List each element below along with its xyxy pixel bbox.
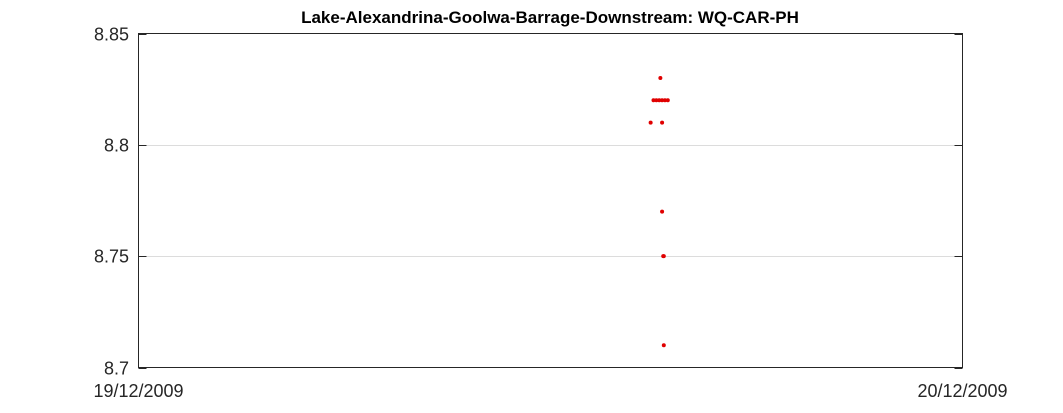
data-point <box>661 343 666 348</box>
data-point <box>648 120 653 125</box>
axis-ticks <box>138 34 963 369</box>
data-point <box>660 120 665 125</box>
grid-lines <box>138 145 963 257</box>
data-series <box>648 76 670 348</box>
chart-title: Lake-Alexandrina-Goolwa-Barrage-Downstre… <box>301 8 799 27</box>
data-point <box>665 98 670 103</box>
data-point <box>658 76 663 81</box>
data-point <box>660 98 665 103</box>
y-tick-label: 8.85 <box>94 25 129 45</box>
data-point <box>660 209 665 214</box>
data-point <box>651 98 656 103</box>
x-axis: 19/12/2009 20/12/2009 <box>93 381 1007 401</box>
data-point <box>654 98 659 103</box>
data-point <box>657 98 662 103</box>
y-tick-label: 8.75 <box>94 247 129 267</box>
plot-area <box>138 33 963 368</box>
y-tick-label: 8.7 <box>104 359 129 379</box>
y-axis: 8.7 8.75 8.8 8.85 <box>94 25 129 379</box>
data-point <box>662 98 667 103</box>
x-tick-label: 20/12/2009 <box>917 381 1007 401</box>
x-tick-label: 19/12/2009 <box>93 381 183 401</box>
y-tick-label: 8.8 <box>104 136 129 156</box>
data-point <box>661 254 666 259</box>
